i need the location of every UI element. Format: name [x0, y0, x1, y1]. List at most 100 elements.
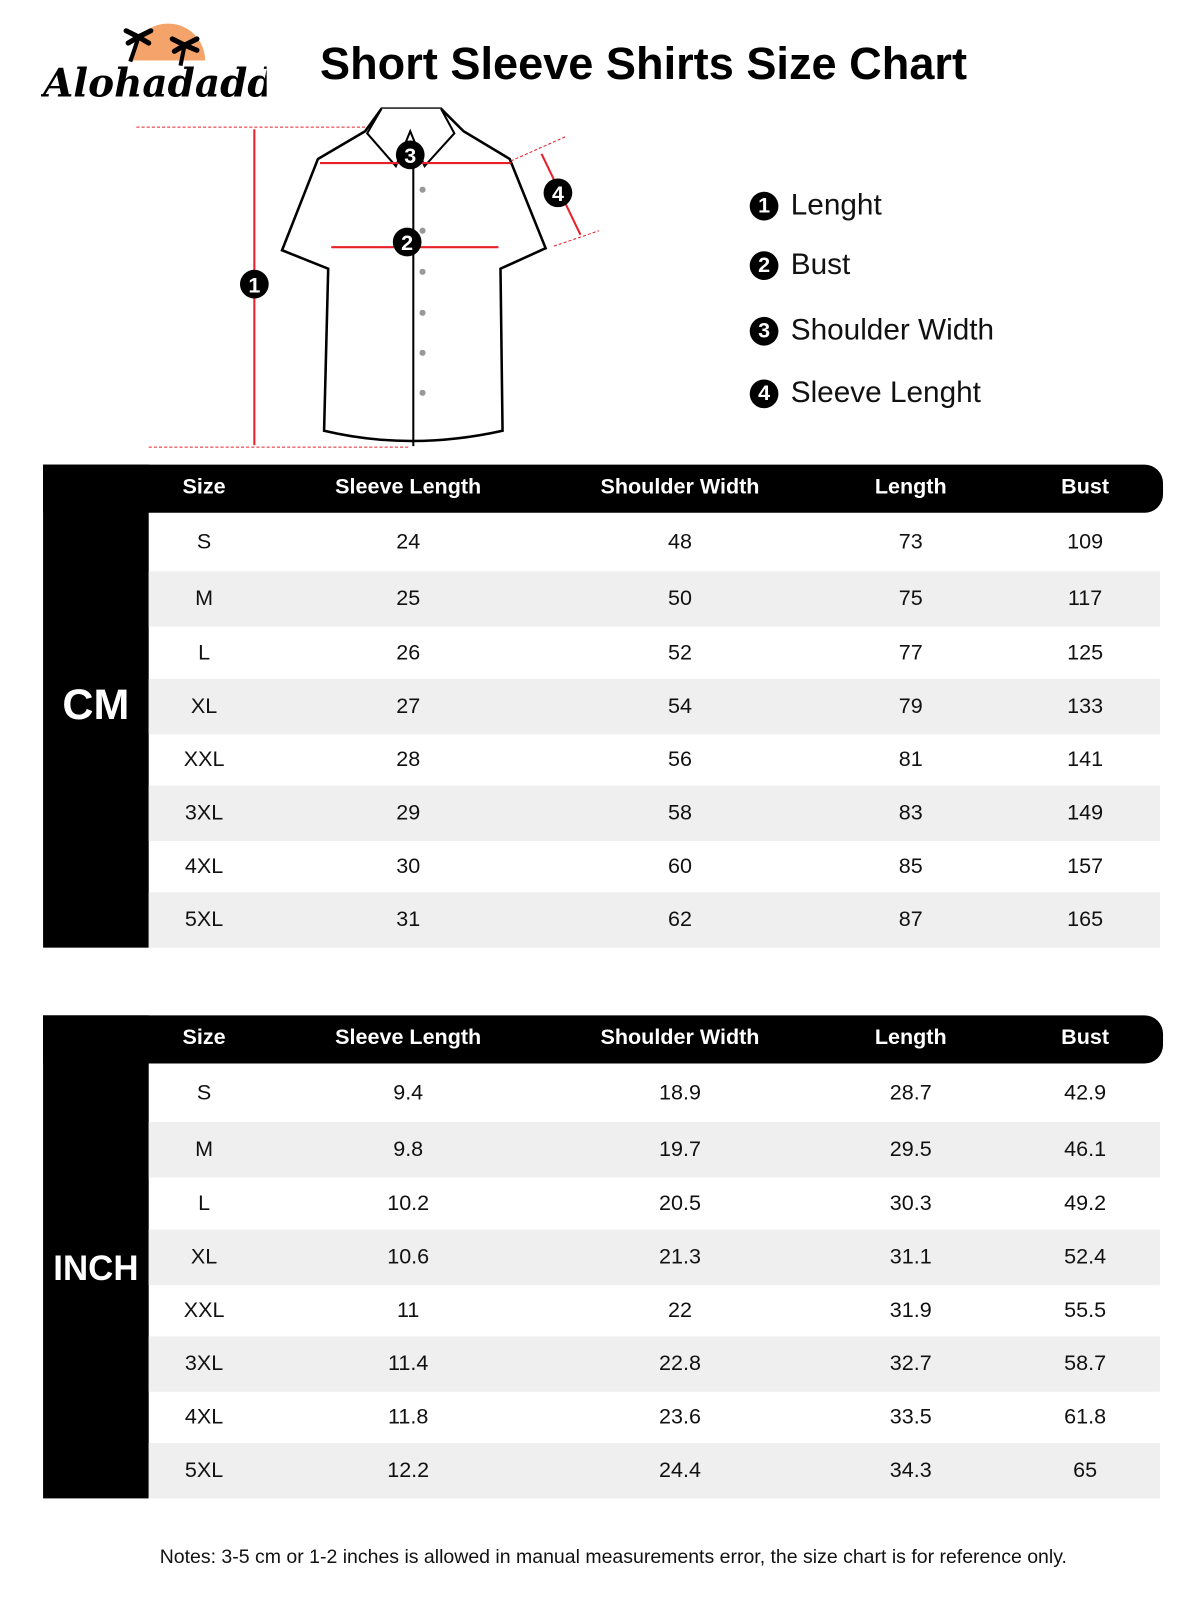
table-cell: 157: [1067, 854, 1104, 878]
table-cell: 11: [397, 1298, 420, 1322]
svg-text:Alohadaddy: Alohadaddy: [41, 60, 267, 106]
table-cell: 125: [1067, 641, 1104, 665]
table-cell: 25: [396, 586, 421, 611]
notes: Notes: 3-5 cm or 1-2 inches is allowed i…: [159, 1546, 1067, 1569]
table-cell: 46.1: [1064, 1137, 1107, 1161]
marker-4: 4: [749, 378, 779, 408]
inch-size-table: Size Sleeve Length Shoulder Width Length Bus…: [43, 1015, 1164, 1499]
table-cell: S: [196, 530, 212, 554]
table-row: L 10.2 20.5 30.3 49.2: [149, 1177, 1160, 1229]
table-cell: XXL: [183, 747, 225, 772]
table-cell: 28: [396, 747, 421, 772]
legend-item-bust: 2 Bust: [749, 248, 851, 282]
table-cell: 11.8: [388, 1405, 429, 1429]
column-header: Sleeve Length: [335, 474, 482, 499]
table-cell: 33.5: [889, 1405, 932, 1429]
table-cell: 24.4: [659, 1458, 701, 1482]
table-row: 4XL 30 60 85 157: [149, 841, 1160, 892]
table-row: S 9.4 18.9 28.7 42.9: [149, 1064, 1160, 1122]
table-cell: 83: [898, 800, 923, 825]
table-cell: 165: [1067, 907, 1104, 932]
table-cell: 52: [667, 641, 692, 665]
legend-label: Lenght: [790, 188, 882, 222]
legend-label: Sleeve Lenght: [790, 376, 981, 410]
table-cell: 9.8: [393, 1137, 424, 1161]
table-cell: 42.9: [1064, 1080, 1107, 1105]
column-header: Bust: [1061, 474, 1110, 499]
table-row: S 24 48 73 109: [149, 513, 1160, 571]
table-row: L 26 52 77 125: [149, 627, 1160, 679]
table-cell: S: [196, 1080, 212, 1105]
table-cell: 5XL: [184, 907, 224, 932]
table-cell: 24: [396, 530, 421, 554]
svg-text:1: 1: [248, 273, 260, 297]
table-cell: 4XL: [184, 854, 224, 878]
table-cell: 48: [667, 530, 692, 554]
table-cell: 32.7: [889, 1351, 932, 1376]
table-cell: 18.9: [659, 1080, 701, 1105]
table-cell: 50: [667, 586, 692, 611]
svg-text:3: 3: [404, 144, 416, 168]
table-row: XXL 11 22 31.9 55.5: [149, 1285, 1160, 1336]
table-row: M 25 50 75 117: [148, 571, 1160, 627]
legend-item-shoulder-width: 3 Shoulder Width: [749, 314, 994, 348]
marker-1: 1: [749, 191, 779, 220]
shirt-diagram: 1 2 3 4: [133, 97, 615, 456]
table-cell: 85: [898, 854, 923, 878]
table-header: Size Sleeve Length Shoulder Width Length Bus…: [43, 464, 1164, 513]
table-cell: 77: [898, 641, 923, 665]
table-cell: 87: [898, 907, 923, 932]
page-title: Short Sleeve Shirts Size Chart: [319, 38, 968, 90]
table-cell: 149: [1067, 800, 1104, 825]
table-cell: 56: [667, 747, 692, 772]
table-cell: 81: [898, 747, 923, 772]
table-cell: XL: [190, 1245, 218, 1269]
table-cell: 4XL: [184, 1405, 224, 1429]
unit-label: INCH: [53, 1249, 139, 1289]
table-cell: 31.9: [889, 1298, 932, 1322]
legend-item-length: 1 Lenght: [749, 188, 882, 223]
table-row: 5XL 12.2 24.4 34.3 65: [148, 1443, 1160, 1499]
table-cell: 73: [898, 530, 923, 554]
column-header: Shoulder Width: [600, 474, 760, 499]
marker-3: 3: [749, 316, 779, 346]
table-cell: 133: [1067, 694, 1104, 718]
column-header: Bust: [1061, 1025, 1110, 1050]
table-row: XL 10.6 21.3 31.1 52.4: [148, 1229, 1160, 1286]
column-header: Length: [874, 474, 947, 499]
table-cell: 31.1: [889, 1245, 932, 1269]
table-cell: 54: [667, 694, 692, 718]
table-cell: 10.6: [387, 1245, 430, 1269]
table-cell: 65: [1073, 1458, 1098, 1482]
table-row: XXL 28 56 81 141: [149, 734, 1160, 785]
table-cell: 55.5: [1064, 1298, 1107, 1322]
legend-label: Bust: [790, 248, 851, 282]
table-cell: 61.8: [1064, 1405, 1107, 1429]
table-cell: L: [198, 641, 211, 665]
table-cell: 29.5: [889, 1137, 932, 1161]
table-cell: 62: [667, 907, 692, 932]
table-cell: 30.3: [889, 1191, 932, 1216]
column-header: Size: [182, 1025, 226, 1050]
table-cell: 30: [396, 854, 421, 878]
unit-column: [43, 1015, 149, 1499]
table-header: Size Sleeve Length Shoulder Width Length Bus…: [43, 1015, 1164, 1064]
table-cell: 117: [1067, 586, 1103, 611]
table-cell: 22: [667, 1298, 692, 1322]
table-cell: 10.2: [387, 1191, 430, 1216]
column-header: Size: [182, 474, 226, 499]
table-cell: M: [195, 586, 214, 611]
table-cell: 109: [1067, 530, 1104, 554]
table-cell: 3XL: [184, 800, 224, 825]
table-row: 5XL 31 62 87 165: [148, 892, 1160, 948]
svg-text:2: 2: [401, 231, 413, 255]
table-cell: 11.4: [388, 1351, 429, 1376]
legend-item-sleeve-length: 4 Sleeve Lenght: [749, 376, 981, 410]
table-row: 3XL 11.4 22.8 32.7 58.7: [148, 1336, 1160, 1392]
table-cell: 52.4: [1064, 1245, 1107, 1269]
table-row: 4XL 11.8 23.6 33.5 61.8: [149, 1392, 1160, 1443]
table-cell: 49.2: [1064, 1191, 1107, 1216]
table-cell: 22.8: [659, 1351, 701, 1376]
svg-text:4: 4: [552, 182, 564, 206]
table-row: 3XL 29 58 83 149: [148, 785, 1160, 841]
